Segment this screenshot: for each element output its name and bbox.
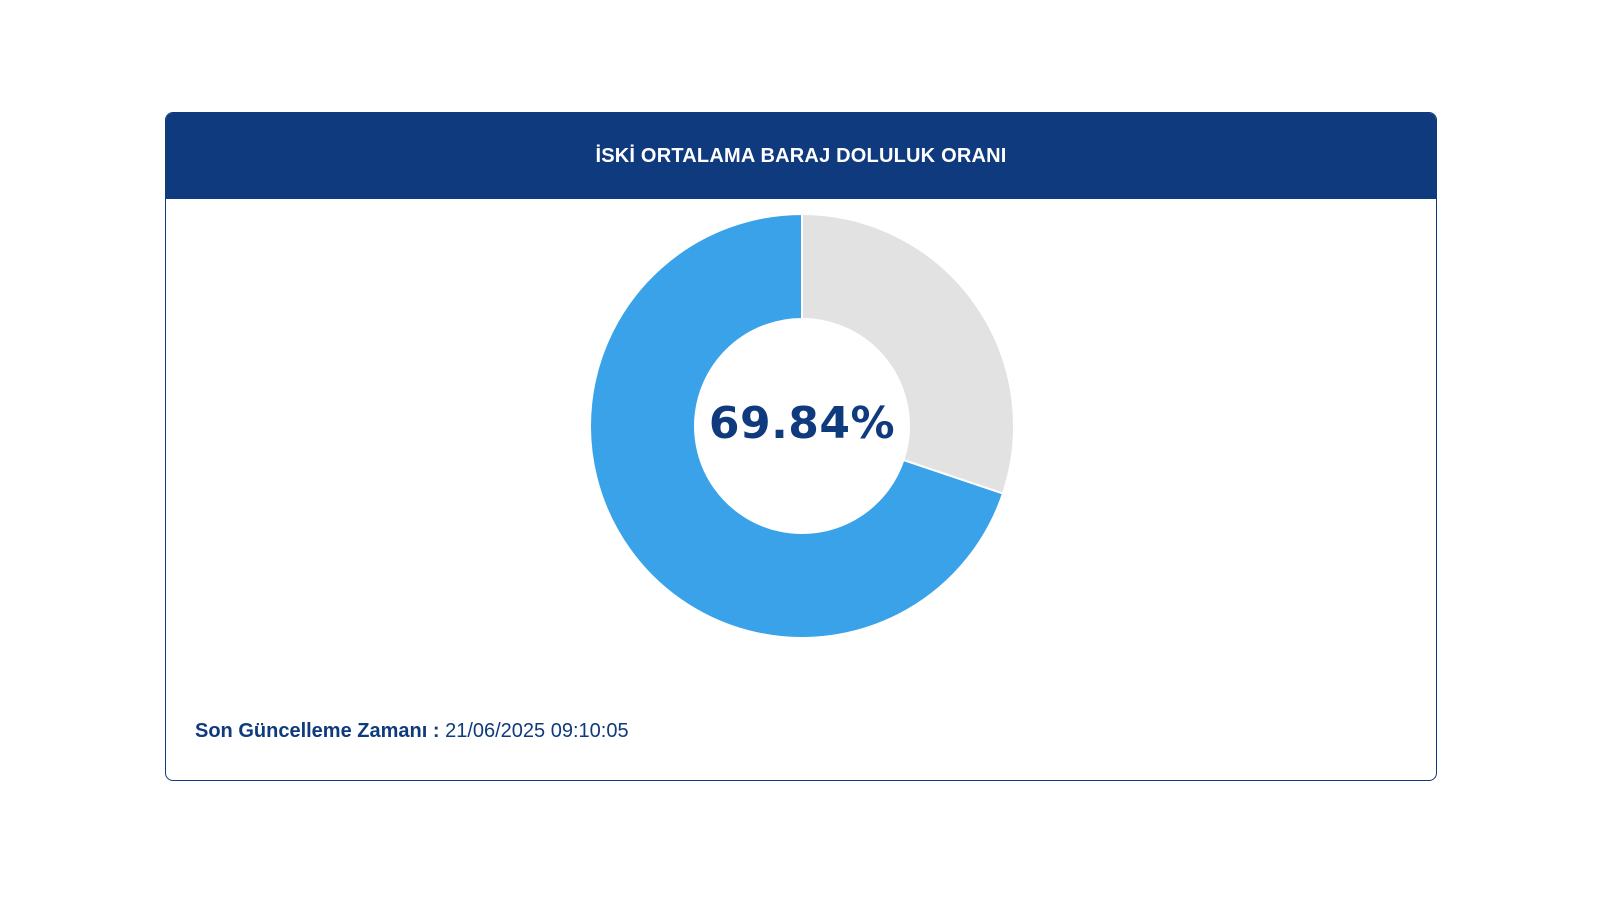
card-title: İSKİ ORTALAMA BARAJ DOLULUK ORANI [595,144,1007,167]
donut-chart-area: 69.84% [166,199,1436,669]
donut-chart [589,212,1015,639]
card-header: İSKİ ORTALAMA BARAJ DOLULUK ORANI [166,113,1436,199]
donut-slice-filled [589,212,1005,639]
occupancy-percentage: 69.84% [708,398,896,449]
dam-occupancy-card: İSKİ ORTALAMA BARAJ DOLULUK ORANI 69.84%… [165,112,1437,781]
last-update-label: Son Güncelleme Zamanı : [195,720,440,742]
last-update: Son Güncelleme Zamanı : 21/06/2025 09:10… [195,720,629,743]
last-update-value: 21/06/2025 09:10:05 [445,720,629,742]
donut-slice-empty [801,212,1015,495]
